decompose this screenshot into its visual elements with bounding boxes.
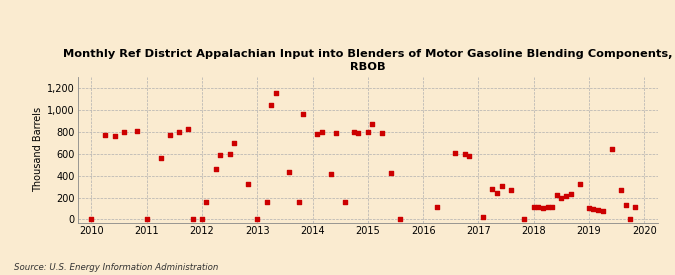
Point	[211, 167, 221, 171]
Point	[450, 150, 460, 155]
Point	[496, 184, 507, 188]
Point	[340, 200, 350, 204]
Point	[155, 155, 166, 160]
Point	[620, 203, 631, 207]
Point	[431, 205, 442, 210]
Point	[487, 186, 497, 191]
Point	[141, 217, 152, 222]
Point	[560, 194, 571, 199]
Point	[215, 153, 225, 157]
Point	[242, 182, 253, 186]
Point	[165, 132, 176, 137]
Point	[538, 206, 549, 210]
Point	[491, 191, 502, 195]
Point	[505, 188, 516, 192]
Point	[196, 217, 207, 222]
Point	[593, 207, 604, 212]
Point	[367, 122, 378, 126]
Point	[266, 103, 277, 108]
Title: Monthly Ref District Appalachian Input into Blenders of Motor Gasoline Blending : Monthly Ref District Appalachian Input i…	[63, 49, 672, 72]
Point	[229, 141, 240, 145]
Point	[349, 130, 360, 134]
Point	[86, 217, 97, 222]
Point	[183, 126, 194, 131]
Point	[556, 196, 567, 200]
Text: Source: U.S. Energy Information Administration: Source: U.S. Energy Information Administ…	[14, 263, 218, 272]
Point	[224, 152, 235, 156]
Point	[353, 131, 364, 135]
Point	[574, 182, 585, 186]
Y-axis label: Thousand Barrels: Thousand Barrels	[33, 107, 43, 192]
Point	[312, 132, 323, 136]
Point	[330, 131, 341, 135]
Point	[588, 206, 599, 211]
Point	[298, 111, 308, 116]
Point	[459, 152, 470, 156]
Point	[362, 130, 373, 134]
Point	[187, 217, 198, 222]
Point	[376, 131, 387, 135]
Point	[566, 192, 576, 196]
Point	[542, 205, 553, 210]
Point	[584, 206, 595, 210]
Point	[132, 128, 142, 133]
Point	[252, 217, 263, 222]
Point	[625, 217, 636, 222]
Point	[325, 172, 336, 176]
Point	[464, 154, 475, 158]
Point	[607, 147, 618, 152]
Point	[551, 193, 562, 197]
Point	[317, 130, 327, 134]
Point	[284, 170, 295, 175]
Point	[616, 188, 626, 192]
Point	[519, 217, 530, 222]
Point	[201, 200, 212, 205]
Point	[630, 205, 641, 210]
Point	[597, 208, 608, 213]
Point	[547, 205, 558, 209]
Point	[529, 205, 539, 210]
Point	[395, 217, 406, 222]
Point	[385, 171, 396, 175]
Point	[173, 130, 184, 134]
Point	[109, 134, 120, 138]
Point	[261, 200, 272, 204]
Point	[477, 214, 488, 219]
Point	[118, 130, 129, 134]
Point	[533, 205, 543, 210]
Point	[100, 132, 111, 137]
Point	[270, 91, 281, 96]
Point	[294, 200, 304, 205]
